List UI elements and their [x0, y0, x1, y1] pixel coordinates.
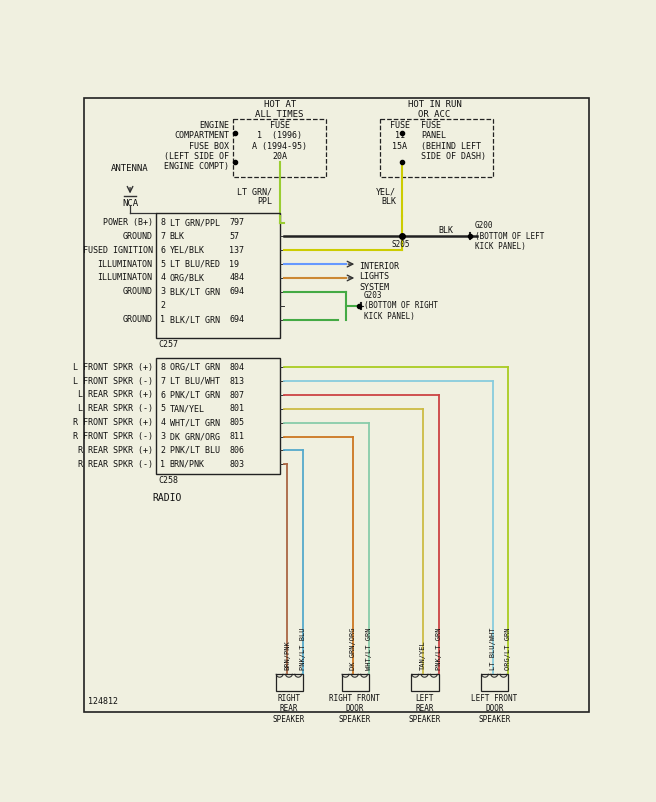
Text: R FRONT SPKR (+): R FRONT SPKR (+) — [73, 418, 153, 427]
Text: FUSE
1  (1996)
A (1994-95)
20A: FUSE 1 (1996) A (1994-95) 20A — [252, 121, 307, 161]
Text: S205: S205 — [391, 241, 410, 249]
Text: LT BLU/RED: LT BLU/RED — [169, 260, 220, 269]
Text: BLK/LT GRN: BLK/LT GRN — [169, 287, 220, 296]
Text: WHT/LT GRN: WHT/LT GRN — [169, 418, 220, 427]
Text: PNK/LT BLU: PNK/LT BLU — [300, 627, 306, 670]
Text: 4: 4 — [160, 418, 165, 427]
Text: RIGHT FRONT
DOOR
SPEAKER: RIGHT FRONT DOOR SPEAKER — [329, 694, 380, 723]
Text: ORG/LT GRN: ORG/LT GRN — [505, 627, 511, 670]
Text: 6: 6 — [160, 245, 165, 255]
Text: ILLUMINATON: ILLUMINATON — [98, 273, 153, 282]
Text: 124812: 124812 — [88, 697, 118, 706]
Text: 801: 801 — [229, 404, 244, 413]
Text: 137: 137 — [229, 245, 244, 255]
Text: G200
(BOTTOM OF LEFT
KICK PANEL): G200 (BOTTOM OF LEFT KICK PANEL) — [475, 221, 544, 251]
Text: L FRONT SPKR (+): L FRONT SPKR (+) — [73, 363, 153, 372]
Text: LT GRN/PPL: LT GRN/PPL — [169, 218, 220, 227]
Bar — [276, 674, 303, 691]
Text: 8: 8 — [160, 363, 165, 372]
Text: LEFT FRONT
DOOR
SPEAKER: LEFT FRONT DOOR SPEAKER — [471, 694, 518, 723]
Text: BLK: BLK — [169, 232, 184, 241]
Text: HOT IN RUN
OR ACC: HOT IN RUN OR ACC — [408, 100, 462, 119]
Text: ORG/LT GRN: ORG/LT GRN — [169, 363, 220, 372]
Text: YEL/
BLK: YEL/ BLK — [376, 187, 396, 206]
Bar — [380, 119, 493, 177]
Text: G203
(BOTTOM OF RIGHT
KICK PANEL): G203 (BOTTOM OF RIGHT KICK PANEL) — [364, 291, 438, 321]
Text: INTERIOR
LIGHTS
SYSTEM: INTERIOR LIGHTS SYSTEM — [359, 261, 400, 292]
Text: TAN/YEL: TAN/YEL — [169, 404, 205, 413]
Text: L REAR SPKR (+): L REAR SPKR (+) — [77, 391, 153, 399]
Text: R REAR SPKR (-): R REAR SPKR (-) — [77, 460, 153, 469]
Text: NCA: NCA — [122, 199, 138, 208]
Text: 803: 803 — [229, 460, 244, 469]
Text: PNK/LT BLU: PNK/LT BLU — [169, 446, 220, 455]
Text: L REAR SPKR (-): L REAR SPKR (-) — [77, 404, 153, 413]
Text: POWER (B+): POWER (B+) — [102, 218, 153, 227]
Text: LT GRN/
PPL: LT GRN/ PPL — [237, 187, 272, 206]
Text: 6: 6 — [160, 391, 165, 399]
Text: DK GRN/ORG: DK GRN/ORG — [169, 432, 220, 441]
Text: ILLUMINATON: ILLUMINATON — [98, 260, 153, 269]
Text: C258: C258 — [159, 476, 178, 485]
Text: BLK: BLK — [438, 226, 453, 235]
Bar — [481, 674, 508, 691]
Text: 8: 8 — [160, 218, 165, 227]
Text: 5: 5 — [160, 260, 165, 269]
Text: 811: 811 — [229, 432, 244, 441]
Text: 804: 804 — [229, 363, 244, 372]
Text: C257: C257 — [159, 340, 178, 350]
Text: FUSED IGNITION: FUSED IGNITION — [83, 245, 153, 255]
Text: 3: 3 — [160, 287, 165, 296]
Text: 694: 694 — [229, 315, 244, 324]
Bar — [155, 213, 279, 338]
Bar — [411, 674, 438, 691]
Text: 5: 5 — [160, 404, 165, 413]
Text: 2: 2 — [160, 302, 165, 310]
Text: 1: 1 — [160, 315, 165, 324]
Bar — [342, 674, 369, 691]
Text: FUSE
11
15A: FUSE 11 15A — [390, 121, 410, 151]
Text: BRN/PNK: BRN/PNK — [284, 640, 291, 670]
Text: R REAR SPKR (+): R REAR SPKR (+) — [77, 446, 153, 455]
Text: 4: 4 — [160, 273, 165, 282]
Text: TAN/YEL: TAN/YEL — [420, 640, 426, 670]
Text: 7: 7 — [160, 232, 165, 241]
Text: BLK/LT GRN: BLK/LT GRN — [169, 315, 220, 324]
Text: 806: 806 — [229, 446, 244, 455]
Text: 19: 19 — [229, 260, 239, 269]
Text: R FRONT SPKR (-): R FRONT SPKR (-) — [73, 432, 153, 441]
Text: DK GRN/ORG: DK GRN/ORG — [350, 627, 356, 670]
Text: ENGINE
COMPARTMENT
FUSE BOX
(LEFT SIDE OF
ENGINE COMPT): ENGINE COMPARTMENT FUSE BOX (LEFT SIDE O… — [164, 121, 229, 172]
Text: LT BLU/WHT: LT BLU/WHT — [169, 377, 220, 386]
Text: 57: 57 — [229, 232, 239, 241]
Text: L FRONT SPKR (-): L FRONT SPKR (-) — [73, 377, 153, 386]
Text: 797: 797 — [229, 218, 244, 227]
Text: GROUND: GROUND — [123, 315, 153, 324]
Text: 484: 484 — [229, 273, 244, 282]
Text: 1: 1 — [160, 460, 165, 469]
Text: BRN/PNK: BRN/PNK — [169, 460, 205, 469]
Text: RIGHT
REAR
SPEAKER: RIGHT REAR SPEAKER — [273, 694, 305, 723]
Text: FUSE
PANEL
(BEHIND LEFT
SIDE OF DASH): FUSE PANEL (BEHIND LEFT SIDE OF DASH) — [421, 121, 487, 161]
Text: 694: 694 — [229, 287, 244, 296]
Text: LT BLU/WHT: LT BLU/WHT — [490, 627, 496, 670]
Bar — [233, 119, 326, 177]
Text: GROUND: GROUND — [123, 287, 153, 296]
Text: ANTENNA: ANTENNA — [112, 164, 149, 173]
Text: WHT/LT GRN: WHT/LT GRN — [366, 627, 372, 670]
Text: RADIO: RADIO — [153, 492, 182, 503]
Text: 805: 805 — [229, 418, 244, 427]
Text: 2: 2 — [160, 446, 165, 455]
Text: PNK/LT GRN: PNK/LT GRN — [436, 627, 441, 670]
Text: ORG/BLK: ORG/BLK — [169, 273, 205, 282]
Text: PNK/LT GRN: PNK/LT GRN — [169, 391, 220, 399]
Text: 807: 807 — [229, 391, 244, 399]
Text: HOT AT
ALL TIMES: HOT AT ALL TIMES — [255, 100, 304, 119]
Text: 7: 7 — [160, 377, 165, 386]
Text: GROUND: GROUND — [123, 232, 153, 241]
Text: YEL/BLK: YEL/BLK — [169, 245, 205, 255]
Bar — [155, 358, 279, 473]
Text: LEFT
REAR
SPEAKER: LEFT REAR SPEAKER — [409, 694, 441, 723]
Text: 3: 3 — [160, 432, 165, 441]
Text: 813: 813 — [229, 377, 244, 386]
